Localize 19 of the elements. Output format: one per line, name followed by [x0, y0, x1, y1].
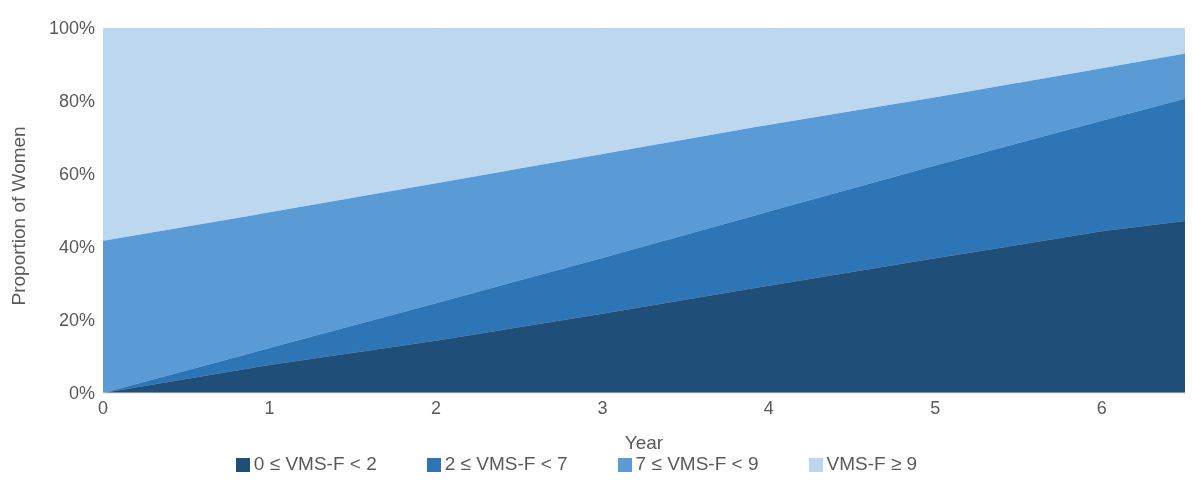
y-tick-label: 80% [58, 91, 95, 112]
x-tick-label: 1 [264, 397, 275, 418]
legend-label: 2 ≤ VMS-F < 7 [444, 453, 568, 474]
legend-label: 7 ≤ VMS-F < 9 [635, 453, 759, 474]
x-tick-label: 3 [597, 397, 608, 418]
legend-label: 0 ≤ VMS-F < 2 [253, 453, 377, 474]
x-tick-label: 0 [97, 397, 109, 418]
y-tick-label: 40% [58, 237, 95, 258]
y-axis-title: Proportion of Women [7, 126, 29, 306]
y-tick-label: 100% [48, 18, 95, 39]
y-tick-label: 60% [58, 164, 95, 185]
y-tick-label: 0% [68, 383, 95, 404]
x-tick-label: 4 [763, 397, 774, 418]
x-tick-label: 5 [930, 397, 941, 418]
x-axis-title: Year [624, 432, 664, 453]
y-tick-label: 20% [58, 310, 95, 331]
x-tick-label: 6 [1096, 397, 1107, 418]
x-tick-label: 2 [430, 397, 441, 418]
legend-label: VMS-F ≥ 9 [826, 453, 918, 474]
